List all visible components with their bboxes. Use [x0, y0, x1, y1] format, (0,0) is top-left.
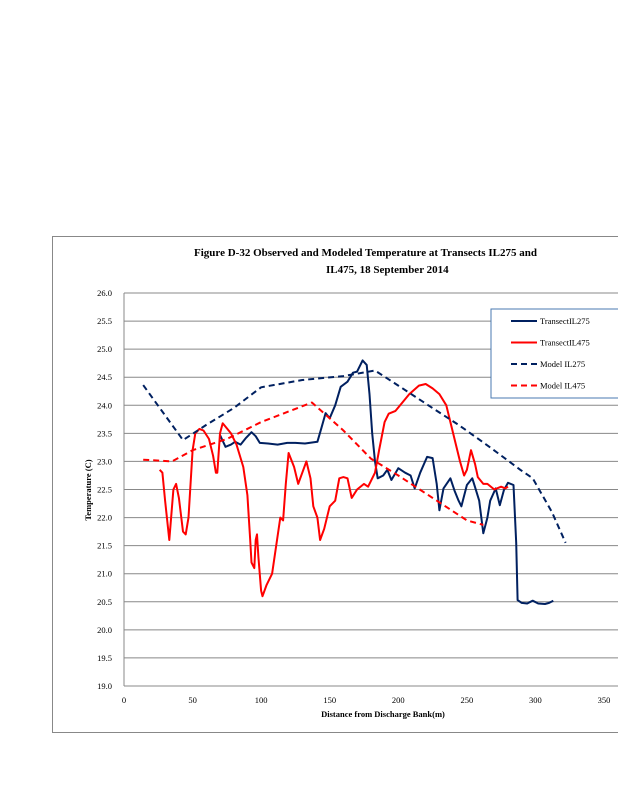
x-tick-label: 150: [323, 695, 336, 705]
y-tick-label: 22.0: [97, 513, 112, 523]
chart-title-line2: IL475, 18 September 2014: [326, 264, 449, 276]
y-tick-label: 24.5: [97, 372, 112, 382]
y-tick-label: 25.0: [97, 344, 112, 354]
x-axis-label: Distance from Discharge Bank(m): [321, 709, 445, 719]
chart-title-line1: Figure D-32 Observed and Modeled Tempera…: [194, 247, 537, 259]
x-tick-label: 350: [598, 695, 611, 705]
y-tick-label: 21.0: [97, 569, 112, 579]
y-tick-label: 20.5: [97, 597, 112, 607]
y-tick-label: 19.0: [97, 681, 112, 691]
x-tick-label: 0: [122, 695, 126, 705]
series-line-model-il275: [142, 369, 567, 544]
legend-label: Model IL275: [540, 359, 585, 369]
y-tick-label: 25.5: [97, 316, 112, 326]
x-tick-label: 50: [188, 695, 197, 705]
series-line-model-il475: [143, 401, 484, 526]
y-tick-label: 20.0: [97, 625, 112, 635]
y-tick-label: 21.5: [97, 541, 112, 551]
y-tick-label: 24.0: [97, 400, 112, 410]
legend-label: TransectIL475: [540, 338, 590, 348]
legend-label: TransectIL275: [540, 316, 590, 326]
series-line-transectil475: [158, 383, 509, 598]
legend-label: Model IL475: [540, 381, 585, 391]
x-tick-label: 300: [529, 695, 542, 705]
y-tick-label: 23.0: [97, 456, 112, 466]
y-tick-label: 22.5: [97, 485, 112, 495]
x-tick-label: 100: [255, 695, 268, 705]
x-tick-label: 250: [460, 695, 473, 705]
y-axis-label: Temperature (C): [83, 459, 93, 520]
y-tick-label: 26.0: [97, 288, 112, 298]
y-tick-label: 23.5: [97, 428, 112, 438]
x-tick-label: 200: [392, 695, 405, 705]
y-tick-label: 19.5: [97, 653, 112, 663]
chart-frame: [52, 236, 618, 733]
series-line-transectil275: [219, 359, 554, 605]
legend-box: [490, 308, 618, 399]
